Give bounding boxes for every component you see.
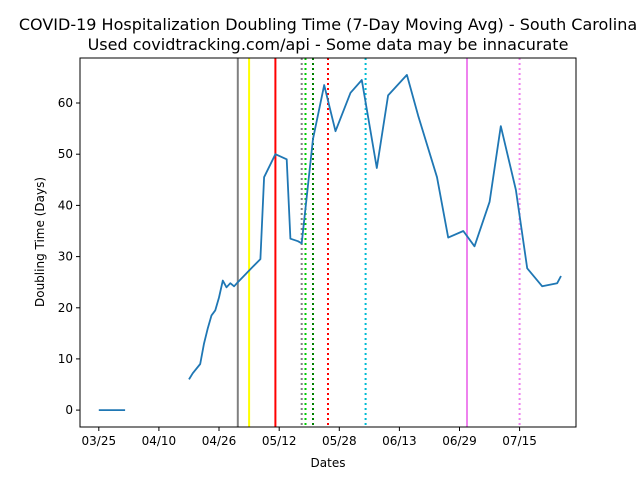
y-tick-label: 50 [58, 147, 73, 161]
y-tick-label: 30 [58, 250, 73, 264]
y-axis-label: Doubling Time (Days) [33, 177, 47, 307]
x-tick-label: 06/29 [442, 434, 477, 448]
y-tick-label: 0 [65, 403, 73, 417]
y-tick-label: 60 [58, 96, 73, 110]
x-tick-label: 03/25 [82, 434, 117, 448]
series-1-segment-2 [188, 74, 562, 380]
y-tick-label: 20 [58, 301, 73, 315]
chart-subtitle: Used covidtracking.com/api - Some data m… [88, 35, 569, 54]
series-lines [98, 74, 562, 412]
x-tick-label: 04/10 [142, 434, 177, 448]
x-axis-ticks: 03/25 04/10 04/26 05/12 05/28 06/13 06/29 07/15 [82, 427, 537, 448]
x-tick-label: 05/28 [322, 434, 357, 448]
chart-title: COVID-19 Hospitalization Doubling Time (… [19, 15, 637, 34]
x-tick-label: 06/13 [382, 434, 417, 448]
y-tick-label: 40 [58, 198, 73, 212]
x-axis-label: Dates [311, 456, 346, 470]
x-tick-label: 04/26 [202, 434, 237, 448]
y-tick-label: 10 [58, 352, 73, 366]
x-tick-label: 05/12 [262, 434, 297, 448]
reference-lines [236, 58, 521, 427]
y-axis-ticks: 0 10 20 30 40 50 60 [58, 96, 80, 417]
x-tick-label: 07/15 [502, 434, 537, 448]
plot-frame [79, 57, 577, 428]
